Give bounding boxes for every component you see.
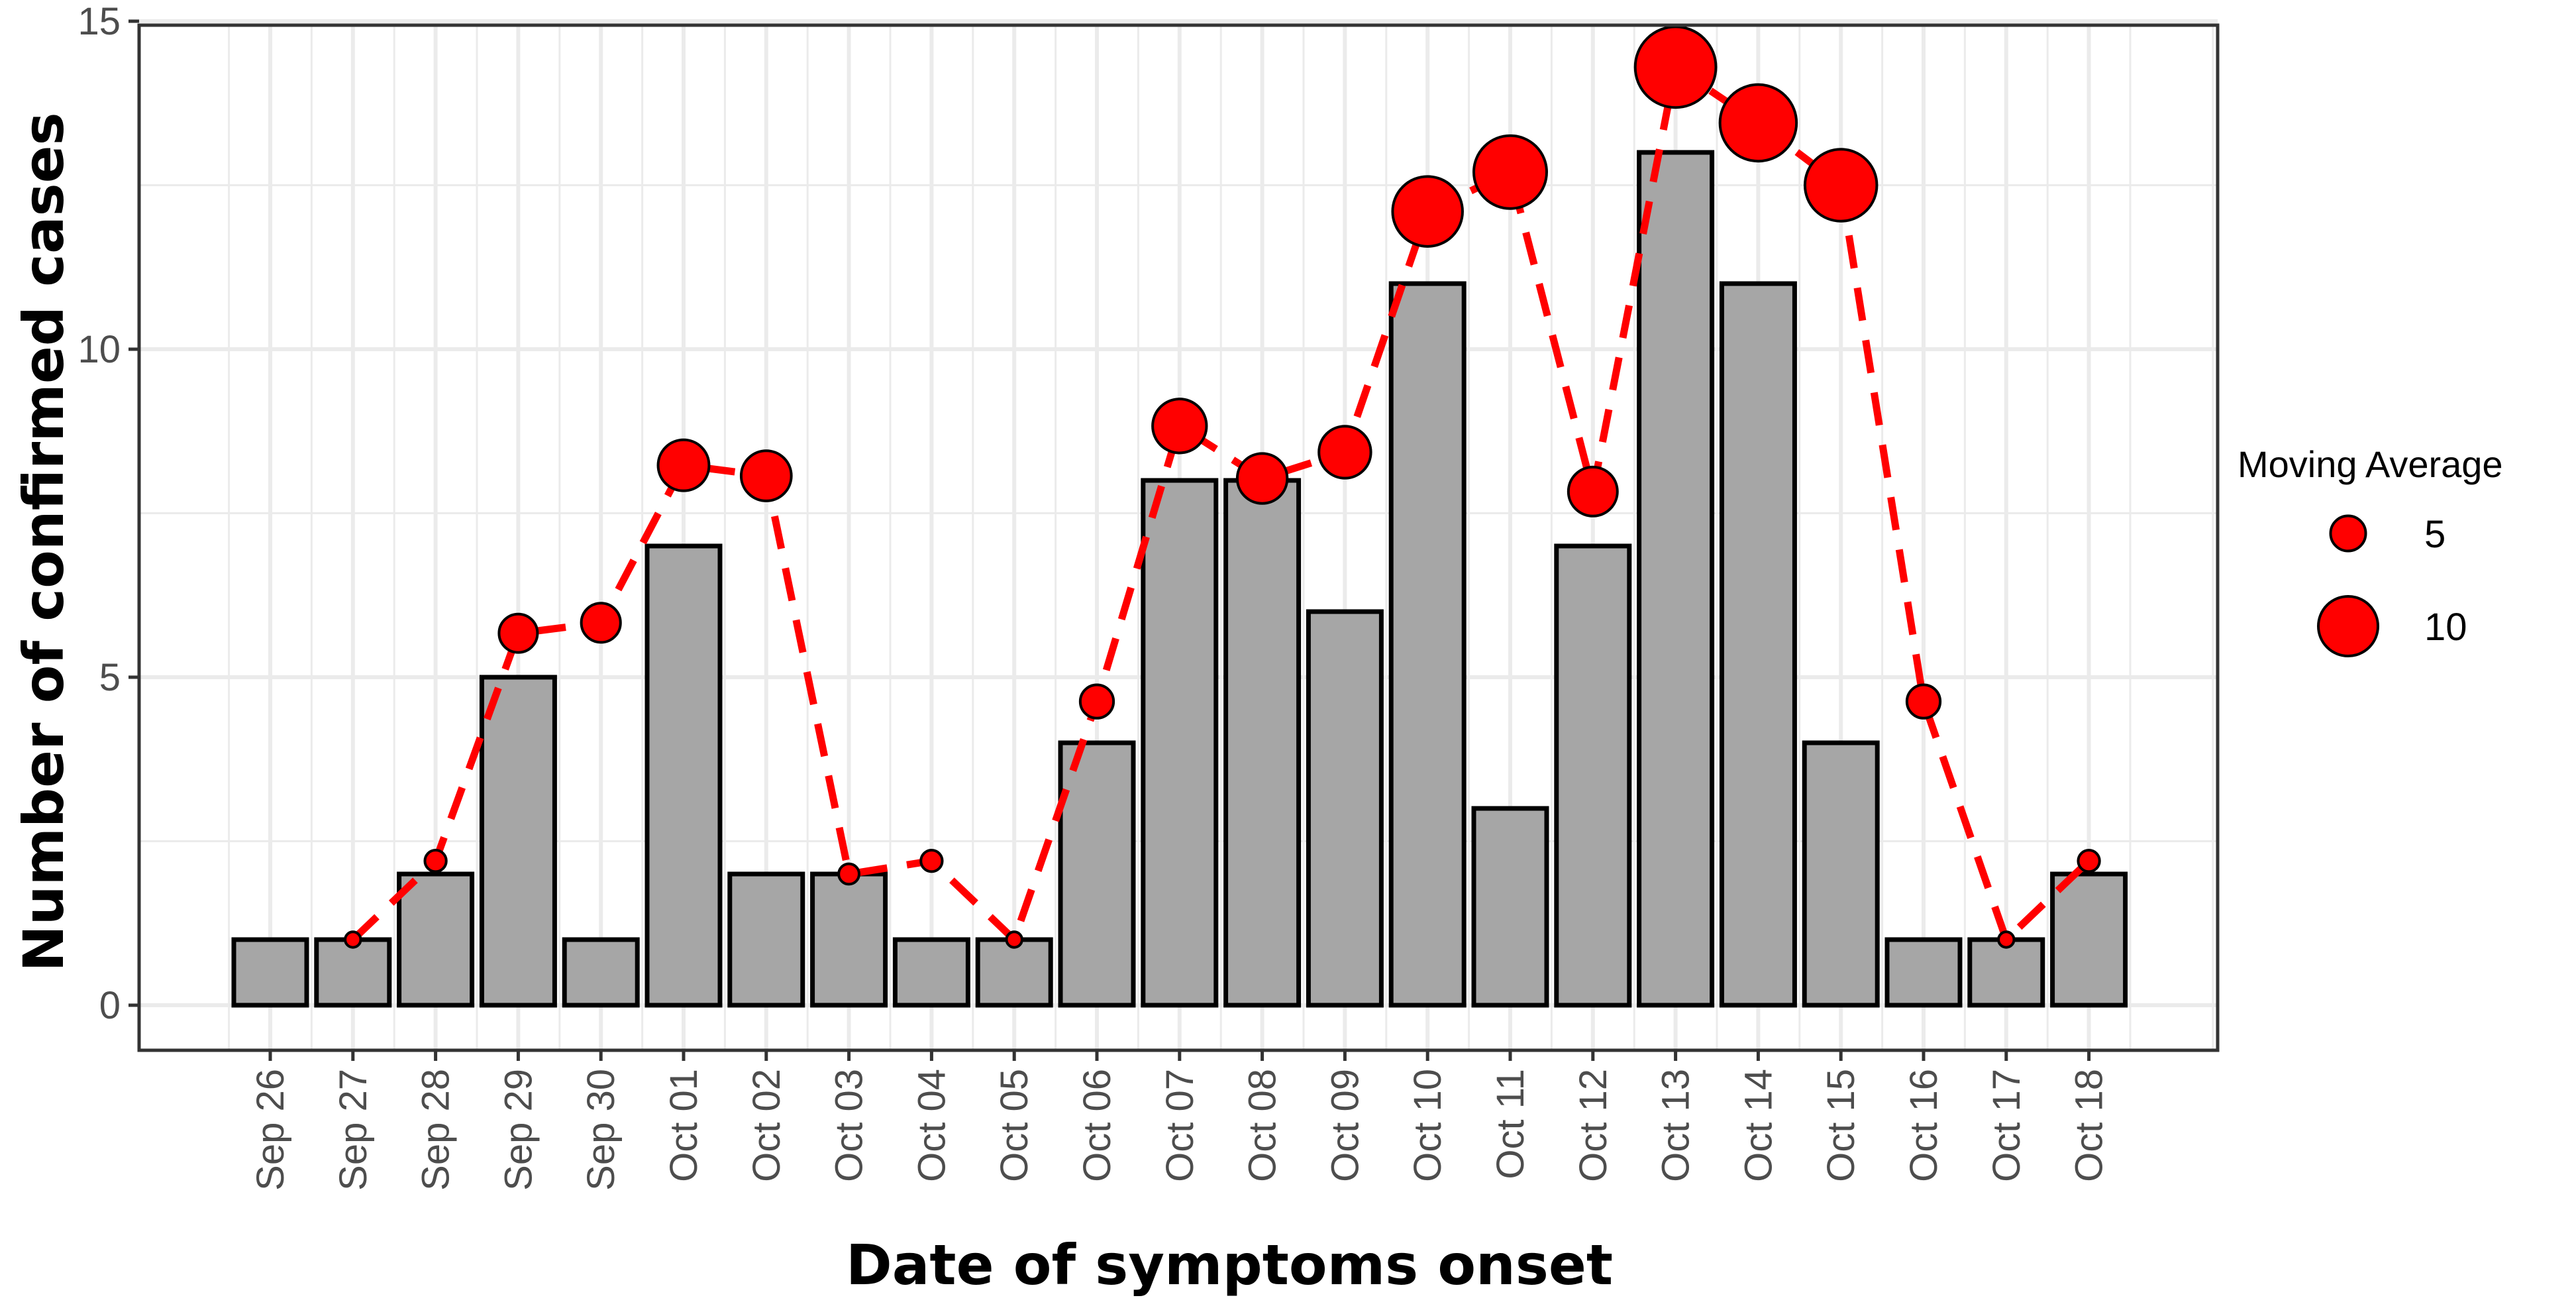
x-tick-label: Oct 01 — [662, 1069, 705, 1182]
legend-title: Moving Average — [2238, 443, 2503, 485]
x-axis-ticks: Sep 26 Sep 27 Sep 28 Sep 29 Sep 30 Oct 01 Oct … — [249, 1050, 2111, 1191]
x-tick-label: Sep 27 — [332, 1069, 375, 1191]
moving-average-point — [919, 849, 944, 873]
bar-oct-10 — [1388, 281, 1467, 1008]
y-tick-label: 15 — [77, 0, 121, 43]
x-tick-label: Oct 10 — [1406, 1069, 1449, 1182]
bar-oct-17 — [1967, 937, 2045, 1008]
x-tick-label: Oct 13 — [1655, 1069, 1698, 1182]
moving-average-point — [1151, 398, 1208, 455]
x-tick-label: Oct 14 — [1737, 1069, 1780, 1182]
moving-average-points — [344, 25, 2101, 949]
x-axis-title: Date of symptoms onset — [846, 1232, 1613, 1297]
moving-average-path — [350, 63, 2092, 944]
moving-average-point — [656, 438, 711, 492]
x-tick-label: Oct 07 — [1159, 1069, 1202, 1182]
moving-average-point — [423, 849, 448, 873]
bar-oct-12 — [1554, 543, 1632, 1008]
bar-oct-05 — [975, 937, 1053, 1008]
x-tick-label: Oct 04 — [910, 1069, 953, 1182]
bar-oct-06 — [1058, 740, 1136, 1008]
y-tick-label: 5 — [99, 656, 121, 699]
moving-average-point — [1005, 930, 1023, 949]
x-tick-label: Oct 17 — [1985, 1069, 2028, 1182]
moving-average-point — [1235, 452, 1289, 505]
x-tick-label: Oct 08 — [1241, 1069, 1284, 1182]
moving-average-point — [1567, 465, 1619, 518]
moving-average-point — [837, 862, 860, 886]
y-axis-title: Number of confirmed cases — [11, 112, 76, 971]
bar-series — [231, 150, 2128, 1008]
moving-average-point — [2077, 849, 2101, 873]
bar-oct-16 — [1884, 937, 1963, 1008]
moving-average-point — [1472, 134, 1548, 210]
moving-average-point — [1905, 683, 1942, 720]
bar-sep-28 — [397, 871, 475, 1008]
moving-average-point — [1803, 148, 1879, 223]
x-tick-label: Oct 05 — [993, 1069, 1036, 1182]
bar-oct-07 — [1141, 478, 1219, 1008]
x-tick-label: Oct 02 — [745, 1069, 788, 1182]
bar-oct-01 — [644, 543, 723, 1008]
bar-oct-11 — [1471, 806, 1549, 1008]
moving-average-point — [1078, 683, 1115, 720]
moving-average-line — [350, 63, 2092, 944]
x-tick-label: Sep 28 — [415, 1069, 458, 1191]
moving-average-point — [1997, 930, 2016, 949]
x-tick-label: Oct 11 — [1489, 1069, 1532, 1179]
bar-oct-18 — [2050, 871, 2128, 1008]
legend-key-5 — [2329, 514, 2367, 553]
bar-sep-26 — [231, 937, 309, 1008]
x-tick-label: Oct 16 — [1902, 1069, 1945, 1182]
bar-oct-09 — [1306, 609, 1384, 1008]
moving-average-point — [344, 930, 362, 949]
bar-sep-29 — [479, 675, 557, 1008]
bar-oct-15 — [1802, 740, 1880, 1008]
y-axis-ticks: 0 5 10 15 — [77, 0, 139, 1027]
bar-oct-14 — [1719, 281, 1797, 1008]
x-tick-label: Sep 26 — [249, 1069, 292, 1191]
y-tick-label: 0 — [99, 984, 121, 1027]
x-tick-label: Oct 15 — [1820, 1069, 1863, 1182]
x-tick-label: Oct 06 — [1076, 1069, 1119, 1182]
moving-average-point — [739, 449, 793, 502]
x-tick-label: Oct 12 — [1572, 1069, 1615, 1182]
bar-oct-08 — [1223, 478, 1302, 1008]
x-tick-label: Oct 03 — [828, 1069, 871, 1182]
moving-average-point — [497, 612, 539, 654]
x-tick-label: Sep 30 — [580, 1069, 623, 1191]
bar-sep-27 — [314, 937, 392, 1008]
x-tick-label: Oct 18 — [2068, 1069, 2111, 1182]
legend-key-10 — [2317, 595, 2379, 657]
bar-oct-13 — [1637, 150, 1715, 1008]
moving-average-point — [580, 602, 622, 644]
legend-entries: 5 10 — [2317, 513, 2467, 657]
x-tick-label: Sep 29 — [497, 1069, 540, 1191]
y-tick-label: 10 — [77, 328, 121, 371]
moving-average-point — [1391, 175, 1464, 248]
bar-oct-02 — [727, 871, 805, 1008]
bar-oct-03 — [810, 871, 888, 1008]
moving-average-point — [1633, 25, 1718, 109]
legend-label-10: 10 — [2424, 606, 2467, 649]
bar-oct-04 — [892, 937, 970, 1008]
x-tick-label: Oct 09 — [1323, 1069, 1366, 1182]
legend-label-5: 5 — [2424, 513, 2446, 556]
legend: Moving Average 5 10 — [2238, 443, 2503, 657]
moving-average-point — [1317, 425, 1372, 480]
bar-sep-30 — [562, 937, 640, 1008]
moving-average-point — [1718, 83, 1798, 163]
